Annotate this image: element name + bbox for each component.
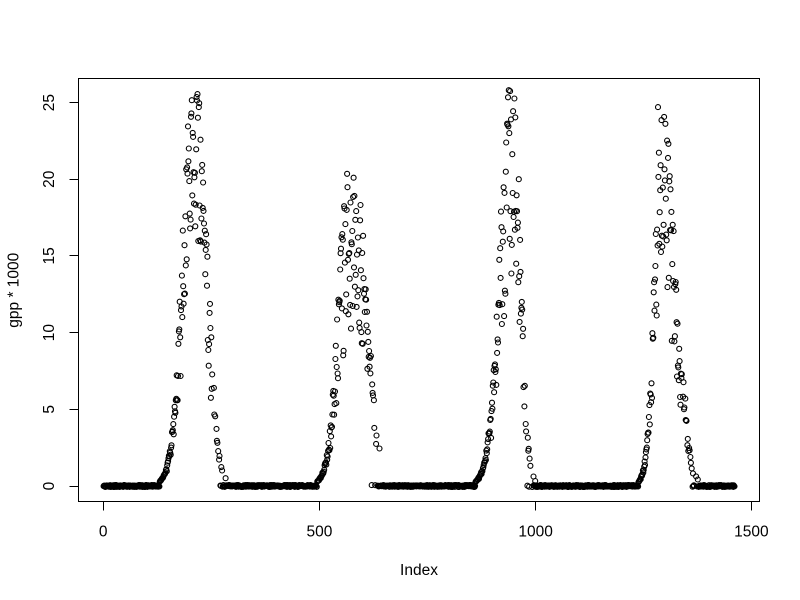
svg-text:5: 5 [41,405,58,414]
svg-text:0: 0 [41,481,58,490]
svg-text:20: 20 [41,170,58,188]
svg-text:1500: 1500 [734,524,769,541]
svg-text:500: 500 [306,524,332,541]
svg-text:15: 15 [41,247,58,264]
svg-text:gpp * 1000: gpp * 1000 [5,252,22,327]
svg-text:Index: Index [400,562,438,579]
svg-text:25: 25 [41,94,58,111]
svg-text:1000: 1000 [518,524,553,541]
svg-text:0: 0 [99,524,108,541]
svg-text:10: 10 [41,324,58,342]
